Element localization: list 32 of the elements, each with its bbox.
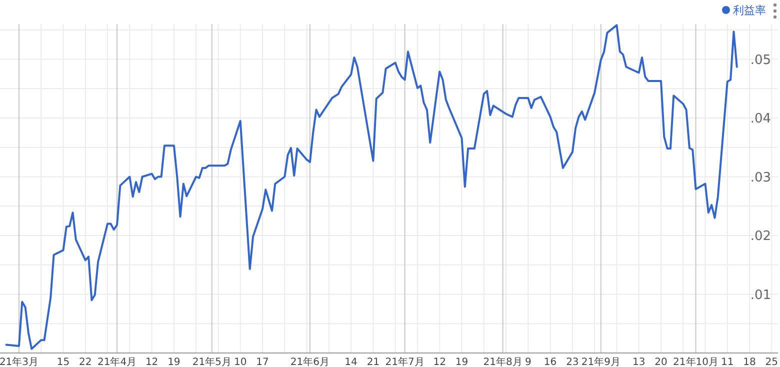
x-tick-label: 21年9月 bbox=[581, 356, 620, 367]
y-tick-label: .02 bbox=[750, 229, 771, 244]
x-tick-label: 21年8月 bbox=[483, 356, 522, 367]
y-tick-label: .01 bbox=[750, 288, 771, 303]
x-tick-label: 16 bbox=[544, 357, 557, 367]
x-tick-label: 15 bbox=[56, 357, 70, 367]
y-tick-label: .04 bbox=[750, 112, 771, 127]
legend-label: 利益率 bbox=[733, 4, 766, 17]
x-tick-label: 21 bbox=[366, 357, 380, 367]
x-tick-label: 12 bbox=[433, 357, 446, 367]
x-tick-label: 23 bbox=[566, 357, 579, 367]
x-tick-label: 21年4月 bbox=[97, 356, 137, 367]
x-tick-label: 25 bbox=[765, 357, 778, 367]
y-tick-label: .05 bbox=[750, 52, 771, 68]
x-tick-label: 21年3月 bbox=[0, 356, 39, 367]
x-tick-label: 21年7月 bbox=[385, 356, 424, 367]
x-tick-label: 22 bbox=[79, 357, 92, 367]
x-tick-label: 19 bbox=[455, 357, 468, 367]
x-tick-label: 21年5月 bbox=[192, 356, 232, 367]
x-tick-label: 13 bbox=[632, 357, 646, 367]
x-tick-label: 21年6月 bbox=[290, 356, 330, 367]
x-tick-label: 10 bbox=[234, 357, 247, 367]
x-tick-label: 20 bbox=[654, 357, 668, 367]
y-tick-label: .03 bbox=[750, 170, 771, 186]
x-tick-label: 12 bbox=[145, 357, 158, 367]
x-tick-label: 21年10月 bbox=[673, 356, 718, 367]
x-tick-label: 17 bbox=[256, 357, 269, 367]
x-tick-label: 18 bbox=[743, 357, 756, 367]
x-tick-label: 14 bbox=[344, 357, 358, 367]
x-tick-label: 19 bbox=[168, 357, 180, 367]
x-tick-label: 11 bbox=[721, 357, 734, 367]
x-tick-label: 9 bbox=[524, 357, 532, 367]
